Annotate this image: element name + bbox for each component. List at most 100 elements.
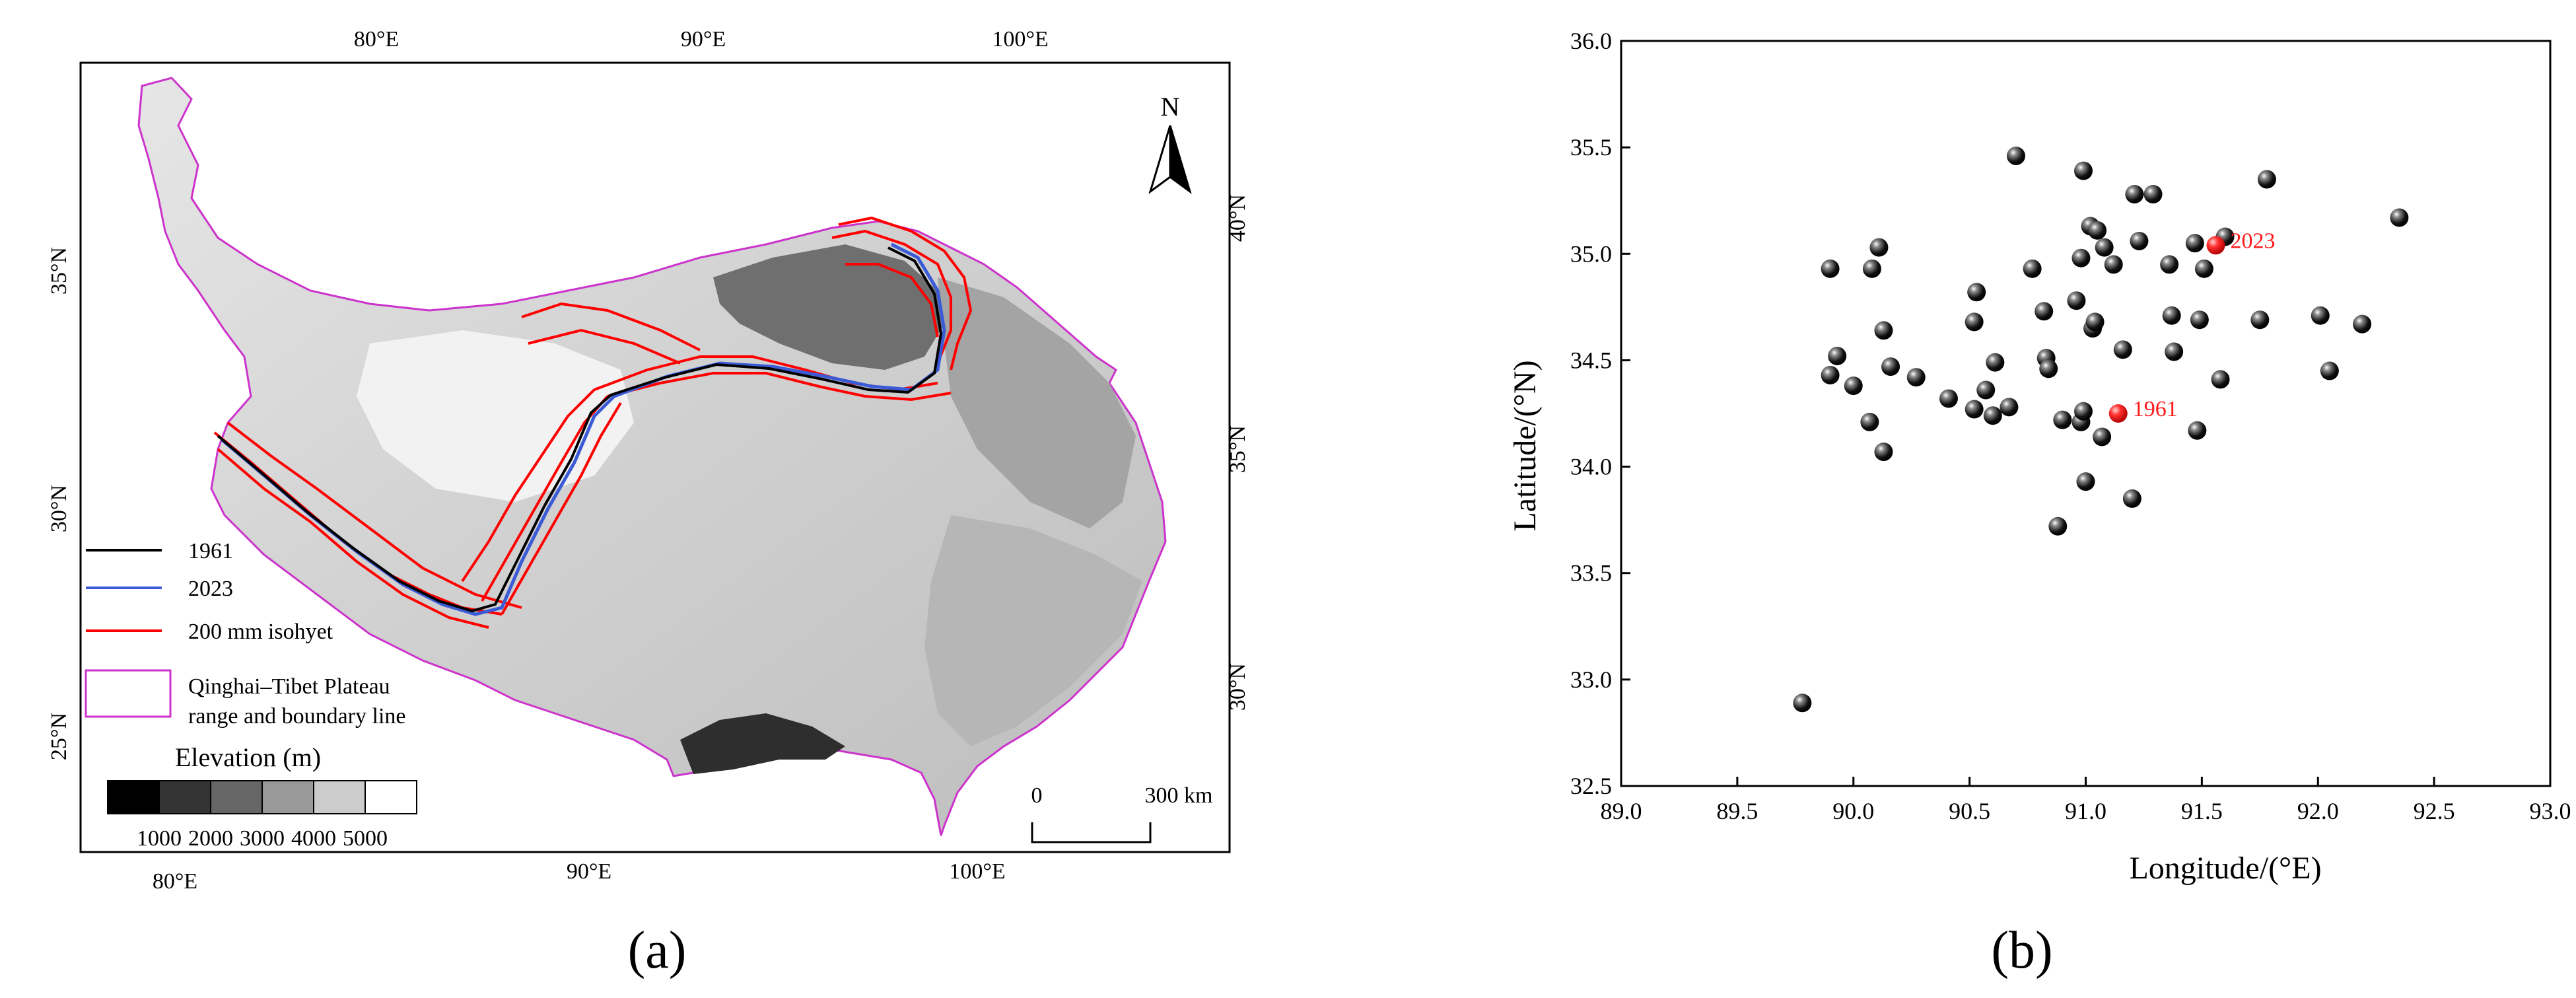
y-tick-label: 34.5 — [1570, 347, 1612, 373]
east-mid-zone — [938, 277, 1136, 528]
scatter-point — [1869, 238, 1889, 257]
scatter-point — [2130, 231, 2149, 250]
scatter-point — [2122, 489, 2141, 508]
scatter-point — [2390, 208, 2409, 227]
scatter-point — [2320, 361, 2339, 380]
scatter-point — [1906, 368, 1926, 387]
legend-label-1961: 1961 — [188, 539, 233, 563]
scatter-point — [2048, 517, 2068, 536]
isohyet-200mm — [213, 216, 973, 629]
highlight-point — [2206, 236, 2225, 255]
scale-end: 300 km — [1145, 783, 1213, 808]
y-tick-label: 34.0 — [1570, 454, 1612, 480]
scale-bar-line — [1031, 822, 1152, 843]
y-tick-label: 36.0 — [1570, 28, 1612, 54]
elevation-label: 3000 — [240, 826, 285, 851]
elevation-swatch — [210, 780, 263, 814]
elevation-swatch — [107, 780, 160, 814]
scatter-point — [2073, 161, 2093, 180]
scatter-point — [1881, 357, 1900, 376]
scatter-point — [1862, 259, 1881, 278]
right-tick-label: 30°N — [1226, 663, 1250, 711]
map-right-ticks: 40°N 35°N 30°N — [1226, 194, 1250, 711]
elevation-title: Elevation (m) — [175, 742, 321, 772]
legend-label-boundary-2: range and boundary line — [188, 704, 406, 729]
scatter-point — [2250, 310, 2270, 330]
scatter-point — [1986, 353, 2005, 372]
southeast-mid-zone — [924, 515, 1142, 746]
y-tick-label: 32.5 — [1570, 773, 1612, 799]
x-tick-label: 90.5 — [1949, 798, 1990, 824]
scatter-point — [2160, 255, 2179, 274]
scatter-point — [2000, 398, 2019, 417]
scatter-point — [2353, 314, 2372, 334]
elevation-labels: 1000 2000 3000 4000 5000 — [137, 826, 388, 851]
bottom-tick-label: 100°E — [949, 859, 1005, 884]
x-tick-label: 89.5 — [1716, 798, 1758, 824]
scatter-point — [2190, 310, 2209, 330]
line-1961 — [217, 246, 943, 613]
map-bottom-ticks: 80°E 90°E 100°E — [153, 859, 1006, 894]
scatter-point — [2125, 185, 2144, 204]
elevation-label: 4000 — [291, 826, 336, 851]
highlight-label: 2023 — [2230, 229, 2275, 253]
left-tick-label: 35°N — [47, 247, 71, 295]
scatter-point — [2185, 234, 2204, 253]
panel-b-scatter: 89.0 89.5 90.0 90.5 91.0 91.5 92.0 92.5 93.0 32.… — [1508, 28, 2571, 980]
elevation-swatch — [158, 780, 211, 814]
scatter-point — [2071, 248, 2091, 267]
scatter-point — [1860, 412, 1879, 431]
x-tick-label: 91.5 — [2181, 798, 2223, 824]
scatter-point — [2188, 421, 2207, 440]
bottom-tick-label: 80°E — [153, 869, 197, 894]
y-tick-label: 35.5 — [1570, 134, 1612, 160]
elevation-colorbar — [107, 780, 417, 814]
scatter-point — [2257, 170, 2276, 189]
scatter-point — [2194, 259, 2213, 278]
elevation-label: 2000 — [188, 826, 233, 851]
scatter-point — [2104, 255, 2123, 274]
map-legend: 1961 2023 200 mm isohyet Qinghai–Tibet P… — [85, 539, 406, 729]
x-axis-title: Longitude/(°E) — [2129, 851, 2321, 886]
scatter-point — [2211, 370, 2230, 389]
panel-b-label: (b) — [1991, 921, 2052, 980]
elevation-swatch — [313, 780, 366, 814]
scatter-point — [2095, 238, 2114, 257]
scatter-point — [1821, 259, 1840, 278]
scatter-point — [2143, 185, 2163, 204]
top-tick-label: 100°E — [992, 27, 1048, 52]
scatter-point — [1828, 346, 1847, 365]
map-top-ticks: 80°E 90°E 100°E — [354, 27, 1049, 52]
highlight-points: 1961 2023 — [2108, 229, 2275, 423]
legend-label-isohyet: 200 mm isohyet — [188, 620, 333, 644]
x-tick-label: 89.0 — [1601, 798, 1642, 824]
panel-a-map: 80°E 90°E 100°E 80°E 90°E 100°E 35°N 30°… — [47, 27, 1250, 980]
scatter-point — [1821, 365, 1840, 384]
x-tick-label: 90.0 — [1832, 798, 1874, 824]
scatter-point — [2093, 427, 2112, 446]
bottom-tick-label: 90°E — [567, 859, 611, 884]
scatter-point — [1967, 283, 1986, 302]
scatter-point — [2113, 340, 2132, 359]
scatter-point — [2073, 402, 2093, 421]
top-tick-label: 80°E — [354, 27, 399, 52]
scatter-point — [2053, 410, 2072, 429]
x-tick-label: 91.0 — [2065, 798, 2106, 824]
qaidam-dark-zone — [713, 244, 944, 370]
scatter-point — [2085, 312, 2105, 332]
scatter-point — [2035, 302, 2054, 321]
top-tick-label: 90°E — [681, 27, 726, 52]
scatter-point — [2067, 291, 2086, 310]
elevation-swatch — [261, 780, 314, 814]
scatter-point — [1844, 376, 1863, 396]
scatter-points — [1793, 147, 2409, 713]
scatter-point — [1874, 443, 1893, 462]
scatter-point — [1965, 312, 1984, 332]
highlight-label: 1961 — [2133, 397, 2178, 421]
north-arrow-half-icon — [1169, 125, 1192, 194]
north-arrow: N — [1148, 92, 1192, 194]
y-axis-title: Latitude/(°N) — [1508, 360, 1543, 531]
scatter-point — [2076, 472, 2095, 491]
elevation-scale: Elevation (m) 1000 2000 3000 4000 5000 — [107, 742, 417, 851]
scatter-point — [2039, 359, 2058, 378]
